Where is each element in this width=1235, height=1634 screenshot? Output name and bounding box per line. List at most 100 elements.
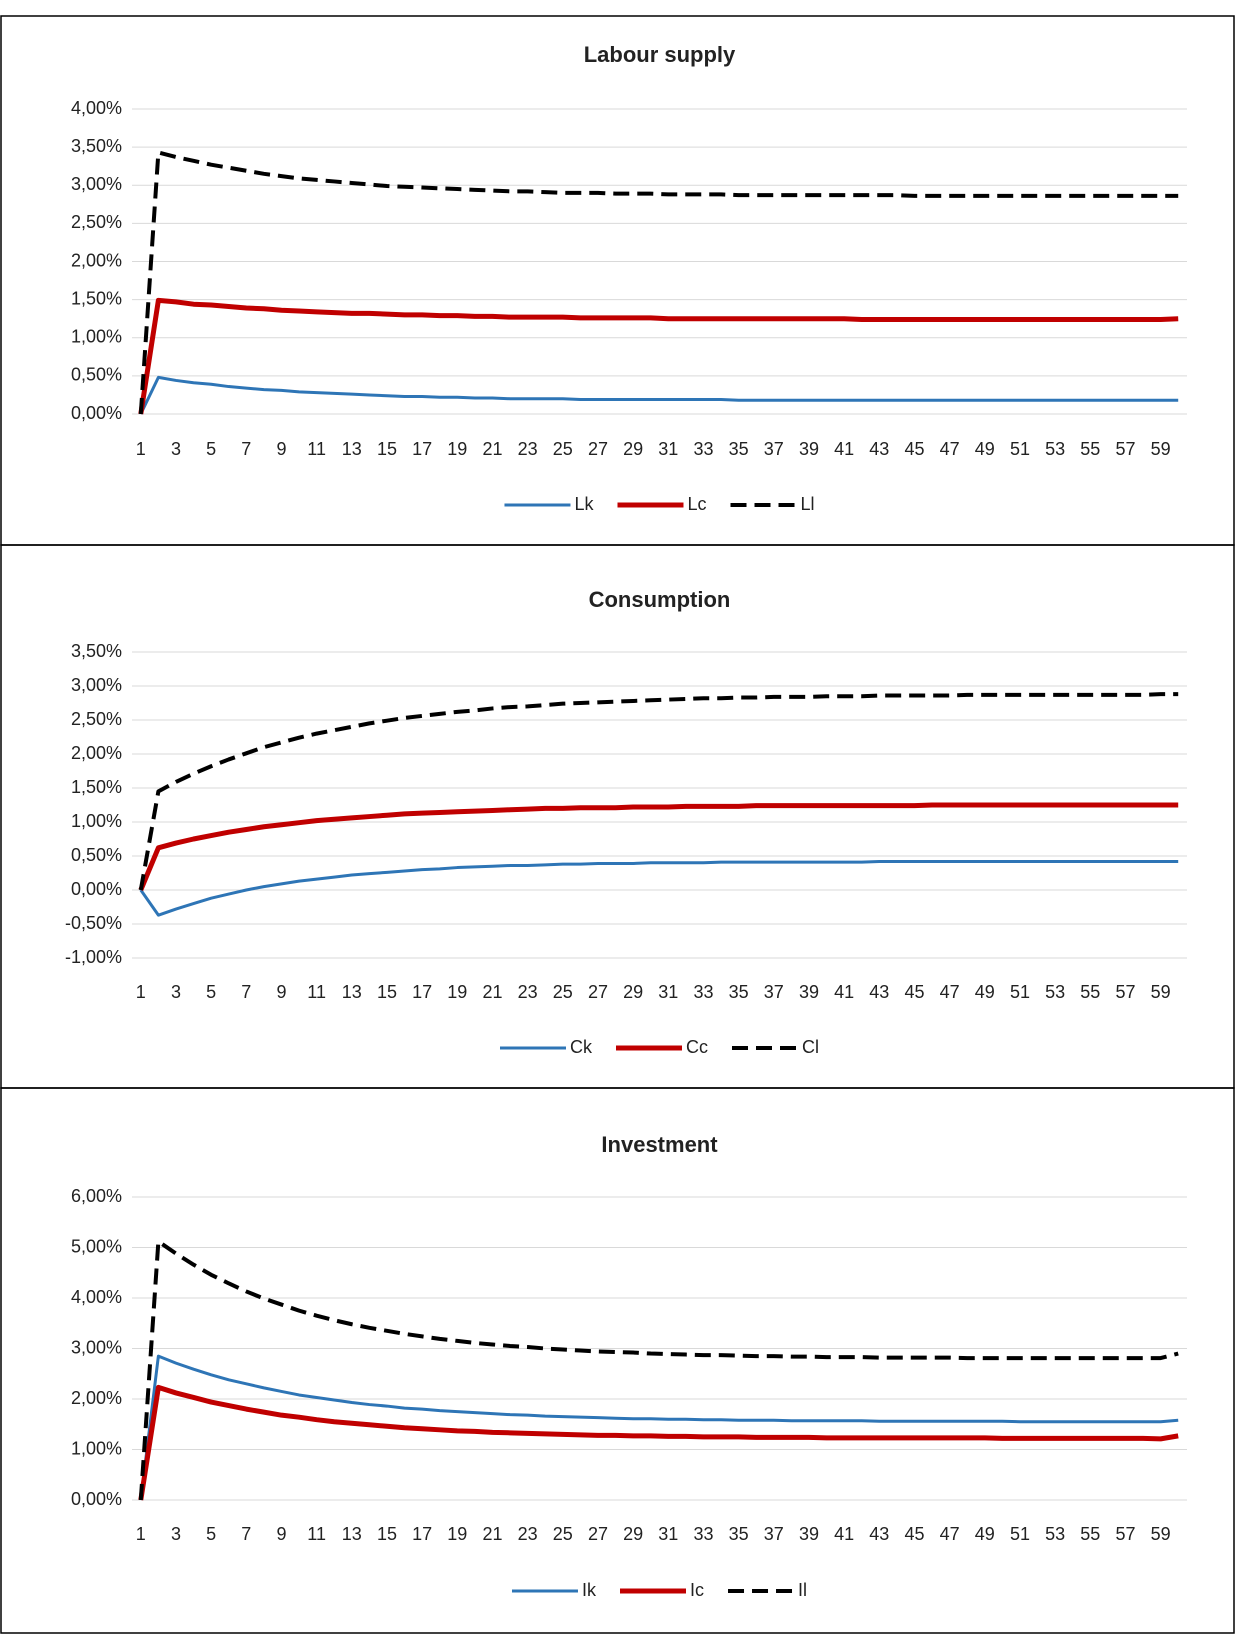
chart-title: Investment — [601, 1132, 718, 1157]
x-tick-label: 9 — [276, 1524, 286, 1544]
x-tick-label: 1 — [136, 982, 146, 1002]
x-tick-label: 17 — [412, 1524, 432, 1544]
y-tick-label: 2,00% — [71, 1388, 122, 1408]
x-tick-label: 57 — [1115, 439, 1135, 459]
y-tick-label: 3,50% — [71, 641, 122, 661]
x-tick-label: 59 — [1151, 439, 1171, 459]
y-tick-label: 3,00% — [71, 675, 122, 695]
legend-label: Lk — [574, 494, 594, 514]
x-tick-label: 51 — [1010, 982, 1030, 1002]
x-tick-label: 21 — [482, 1524, 502, 1544]
x-tick-label: 31 — [658, 982, 678, 1002]
y-tick-label: 1,50% — [71, 777, 122, 797]
x-tick-label: 15 — [377, 982, 397, 1002]
x-tick-label: 39 — [799, 439, 819, 459]
x-tick-label: 3 — [171, 439, 181, 459]
x-tick-label: 37 — [764, 1524, 784, 1544]
x-tick-label: 9 — [276, 982, 286, 1002]
x-tick-label: 33 — [693, 439, 713, 459]
series-line — [138, 150, 1179, 415]
x-tick-label: 19 — [447, 439, 467, 459]
x-tick-label: 55 — [1080, 1524, 1100, 1544]
x-tick-label: 59 — [1151, 982, 1171, 1002]
x-tick-label: 15 — [377, 439, 397, 459]
x-tick-label: 57 — [1115, 982, 1135, 1002]
x-tick-label: 35 — [729, 982, 749, 1002]
series-line — [138, 802, 1179, 891]
x-tick-label: 5 — [206, 439, 216, 459]
legend-label: Ik — [582, 1580, 597, 1600]
y-tick-label: 1,00% — [71, 327, 122, 347]
x-tick-label: 31 — [658, 439, 678, 459]
y-tick-label: -1,00% — [65, 947, 122, 967]
panel — [0, 544, 1235, 1089]
x-tick-label: 11 — [307, 1524, 326, 1544]
x-tick-label: 55 — [1080, 982, 1100, 1002]
legend-label: Ll — [801, 494, 815, 514]
x-tick-label: 43 — [869, 982, 889, 1002]
x-tick-label: 35 — [729, 1524, 749, 1544]
x-tick-label: 15 — [377, 1524, 397, 1544]
x-tick-label: 27 — [588, 982, 608, 1002]
x-tick-label: 31 — [658, 1524, 678, 1544]
x-tick-label: 11 — [307, 982, 326, 1002]
x-tick-label: 41 — [834, 439, 854, 459]
x-tick-label: 51 — [1010, 439, 1030, 459]
y-tick-label: 2,00% — [71, 743, 122, 763]
x-tick-label: 19 — [447, 982, 467, 1002]
x-tick-label: 25 — [553, 982, 573, 1002]
x-tick-label: 29 — [623, 982, 643, 1002]
legend: Ik Ic Il — [511, 1580, 807, 1600]
x-tick-label: 25 — [553, 439, 573, 459]
y-tick-label: 0,50% — [71, 365, 122, 385]
x-tick-label: 5 — [206, 1524, 216, 1544]
legend: Lk Lc Ll — [504, 494, 815, 514]
y-tick-label: -0,50% — [65, 913, 122, 933]
x-tick-label: 33 — [693, 1524, 713, 1544]
y-tick-label: 1,00% — [71, 1438, 122, 1458]
series-line — [138, 297, 1179, 415]
x-tick-label: 7 — [241, 1524, 251, 1544]
panel — [0, 1087, 1235, 1634]
x-tick-label: 37 — [764, 439, 784, 459]
legend-label: Ic — [690, 1580, 704, 1600]
x-tick-label: 49 — [975, 439, 995, 459]
y-tick-label: 2,50% — [71, 212, 122, 232]
x-tick-label: 21 — [482, 982, 502, 1002]
y-tick-label: 3,00% — [71, 1337, 122, 1357]
x-tick-label: 59 — [1151, 1524, 1171, 1544]
y-tick-label: 0,00% — [71, 879, 122, 899]
x-tick-label: 17 — [412, 439, 432, 459]
series-line — [138, 1384, 1179, 1501]
x-tick-label: 25 — [553, 1524, 573, 1544]
series-line — [139, 375, 1179, 415]
x-tick-label: 53 — [1045, 439, 1065, 459]
x-tick-label: 45 — [904, 982, 924, 1002]
y-tick-label: 2,50% — [71, 709, 122, 729]
x-tick-label: 19 — [447, 1524, 467, 1544]
x-tick-label: 57 — [1115, 1524, 1135, 1544]
x-tick-label: 33 — [693, 982, 713, 1002]
legend-label: Lc — [687, 494, 706, 514]
legend-label: Ck — [570, 1037, 593, 1057]
x-tick-label: 55 — [1080, 439, 1100, 459]
series-line — [138, 692, 1179, 891]
x-tick-label: 1 — [136, 1524, 146, 1544]
y-tick-label: 1,50% — [71, 288, 122, 308]
x-tick-label: 13 — [342, 982, 362, 1002]
x-tick-label: 23 — [518, 439, 538, 459]
x-tick-label: 27 — [588, 439, 608, 459]
chart-title: Labour supply — [584, 42, 736, 67]
x-tick-label: 49 — [975, 982, 995, 1002]
x-tick-label: 29 — [623, 1524, 643, 1544]
x-tick-label: 41 — [834, 1524, 854, 1544]
x-tick-label: 9 — [276, 439, 286, 459]
x-tick-label: 47 — [940, 1524, 960, 1544]
x-tick-label: 41 — [834, 982, 854, 1002]
x-tick-label: 53 — [1045, 1524, 1065, 1544]
x-tick-label: 39 — [799, 982, 819, 1002]
y-tick-label: 3,00% — [71, 174, 122, 194]
x-tick-label: 27 — [588, 1524, 608, 1544]
x-tick-label: 3 — [171, 982, 181, 1002]
